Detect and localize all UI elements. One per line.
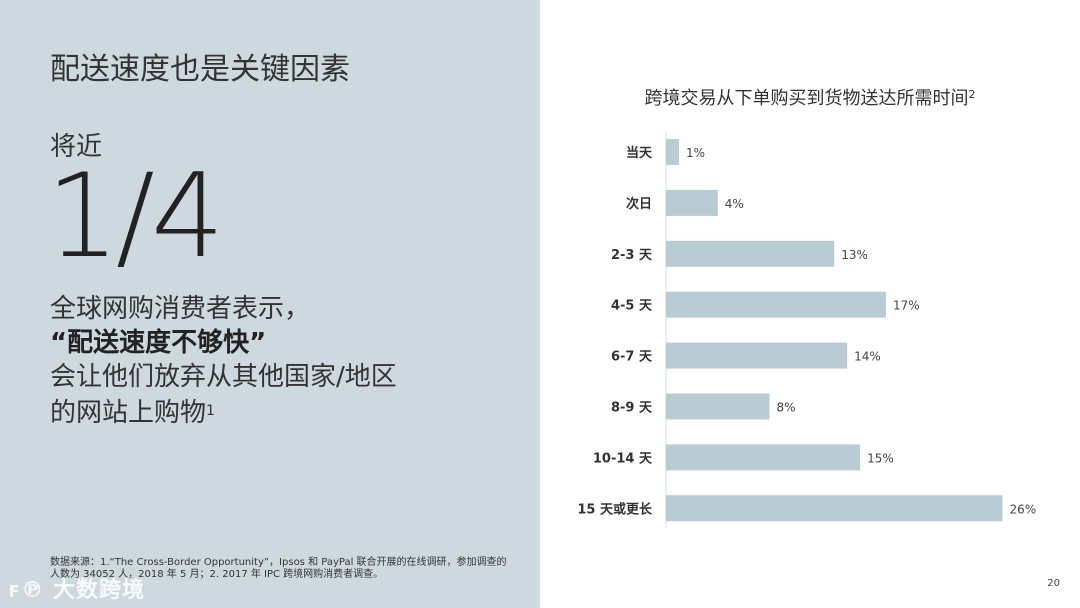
page-title: 配送速度也是关键因素 — [50, 52, 350, 87]
bar — [666, 444, 861, 471]
bar — [666, 495, 1003, 522]
bar — [666, 342, 848, 369]
bar — [666, 139, 679, 165]
value-label: 8% — [777, 401, 796, 415]
category-label: 6-7 天 — [611, 350, 653, 365]
desc-line-3: 会让他们放弃从其他国家/地区 — [50, 362, 397, 392]
value-label: 1% — [686, 146, 705, 160]
value-label: 26% — [1009, 502, 1036, 516]
value-label: 4% — [725, 197, 744, 211]
bar — [666, 189, 718, 216]
desc-line-2: “配送速度不够快” — [50, 328, 267, 358]
bar — [666, 240, 835, 267]
category-label: 4-5 天 — [611, 299, 653, 314]
category-label: 15 天或更长 — [577, 501, 653, 517]
source-note: 数据来源：1.“The Cross-Border Opportunity”，Ip… — [50, 557, 507, 580]
value-label: 14% — [854, 350, 881, 364]
desc-line-4: 的网站上购物1 — [50, 394, 397, 430]
chart-title-footnote: 2 — [968, 88, 976, 101]
category-label: 10-14 天 — [593, 451, 653, 466]
value-label: 17% — [893, 299, 920, 313]
footnote-marker: 1 — [206, 403, 215, 419]
stat-prefix: 将近 — [50, 132, 103, 162]
value-label: 15% — [867, 451, 894, 465]
watermark-logo: ꜰ℗ 大数跨境 — [8, 578, 145, 603]
left-panel: 配送速度也是关键因素 将近 1/4 全球网购消费者表示， “配送速度不够快” 会… — [0, 0, 540, 608]
desc-line-1: 全球网购消费者表示， — [50, 294, 311, 324]
page-number: 20 — [1047, 578, 1060, 589]
stat-value: 1/4 — [46, 149, 225, 284]
value-label: 13% — [841, 248, 868, 262]
category-label: 当天 — [626, 145, 653, 161]
stat-description: 全球网购消费者表示， “配送速度不够快” 会让他们放弃从其他国家/地区 的网站上… — [50, 292, 397, 430]
category-label: 2-3 天 — [611, 248, 653, 263]
watermark-text: 大数跨境 — [52, 578, 145, 603]
category-label: 次日 — [626, 196, 652, 212]
desc-line-4-text: 的网站上购物 — [50, 398, 207, 428]
category-label: 8-9 天 — [611, 401, 653, 416]
bar — [666, 393, 770, 420]
bar — [666, 291, 886, 318]
chart-title: 跨境交易从下单购买到货物送达所需时间2 — [560, 84, 1060, 110]
chart-title-text: 跨境交易从下单购买到货物送达所需时间 — [644, 88, 969, 109]
